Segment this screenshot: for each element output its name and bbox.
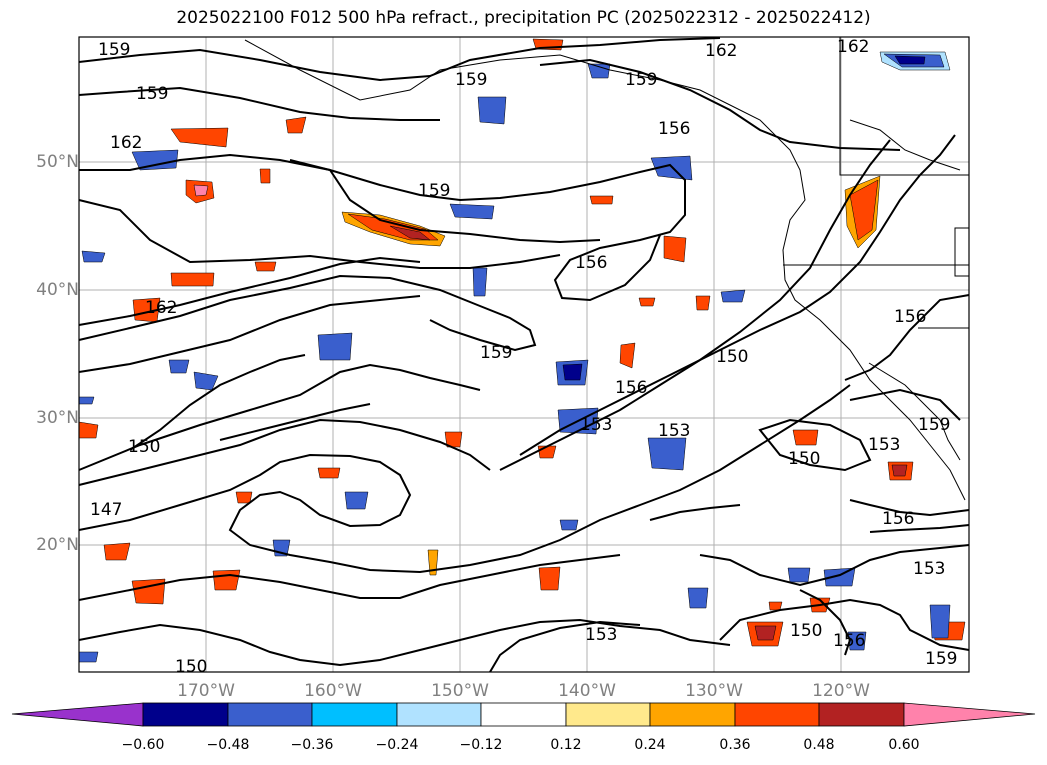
colorbar [11,702,1036,727]
isolines [78,37,970,673]
contour-label: 150 [128,437,160,457]
lon-label-160w: 160°W [304,681,362,701]
contour-label: 162 [837,37,869,57]
lon-label-170w: 170°W [177,681,235,701]
contour-label: 162 [705,41,737,61]
lat-label-20n: 20°N [36,535,79,555]
contour-label: 159 [455,70,487,90]
lon-label-140w: 140°W [558,681,616,701]
map-title: 2025022100 F012 500 hPa refract., precip… [176,8,871,28]
colorbar-tick: 0.12 [550,737,582,753]
lat-label-40n: 40°N [36,280,79,300]
contour-label: 156 [575,253,607,273]
contour-label: 159 [625,70,657,90]
colorbar-tick: 0.48 [803,737,835,753]
contour-label: 150 [716,347,748,367]
lat-label-50n: 50°N [36,152,79,172]
contour-label: 153 [658,421,690,441]
map-area: 159 159 162 159 159 162 162 156 159 156 … [78,36,970,677]
contour-label: 159 [925,649,957,669]
contour-label: 150 [175,657,207,677]
colorbar-tick: 0.60 [888,737,920,753]
colorbar-tick: 0.24 [634,737,666,753]
map-frame [78,36,970,673]
colorbar-tick: −0.48 [206,737,250,753]
contour-label: 159 [98,40,130,60]
contour-label: 156 [658,119,690,139]
contour-label: 159 [136,84,168,104]
contour-label: 147 [90,500,122,520]
lon-label-150w: 150°W [431,681,489,701]
contour-label: 153 [585,625,617,645]
lat-label-30n: 30°N [36,408,79,428]
contour-label: 162 [110,133,142,153]
lon-label-130w: 130°W [685,681,743,701]
contour-label: 156 [894,307,926,327]
lon-label-120w: 120°W [812,681,870,701]
contour-label: 153 [913,559,945,579]
contour-labels: 159 159 162 159 159 162 162 156 159 156 … [90,37,957,677]
contour-label: 156 [615,378,647,398]
contour-label: 156 [882,509,914,529]
contour-label: 159 [418,181,450,201]
colorbar-tick: −0.60 [121,737,165,753]
colorbar-tick: −0.36 [290,737,334,753]
contour-label: 156 [833,631,865,651]
contour-label: 153 [580,415,612,435]
colorbar-tick: −0.24 [375,737,419,753]
colorbar-tick: −0.12 [459,737,503,753]
contour-label: 153 [868,435,900,455]
contour-label: 159 [480,343,512,363]
contour-label: 159 [918,415,950,435]
contour-label: 150 [788,449,820,469]
contour-label: 150 [790,621,822,641]
contour-label: 162 [145,298,177,318]
colorbar-tick: 0.36 [719,737,751,753]
